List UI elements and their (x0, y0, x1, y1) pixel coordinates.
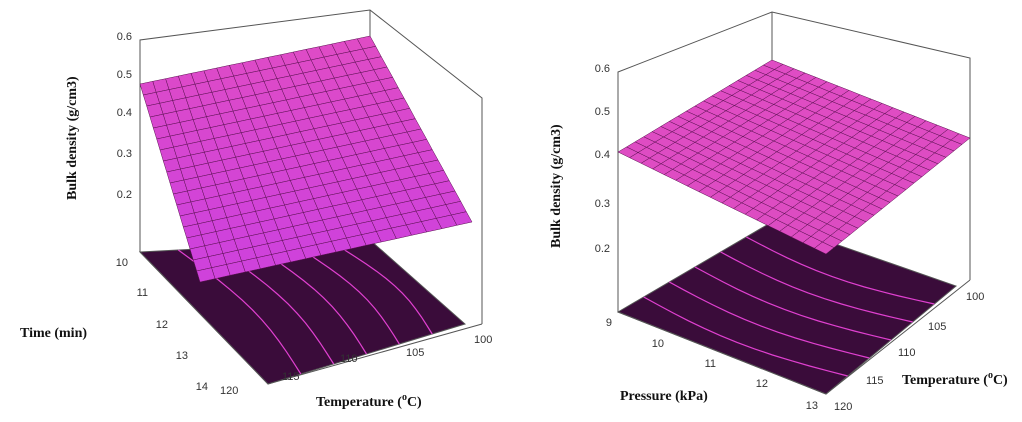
z-axis-label: Bulk density (g/cm3) (549, 124, 564, 248)
x-tick: 115 (866, 375, 884, 387)
z-tick: 0.4 (595, 149, 610, 161)
x-tick: 105 (406, 347, 424, 359)
y-tick: 13 (176, 350, 188, 362)
y-tick-labels: 9 10 11 12 13 (606, 317, 818, 412)
x-axis-label-prefix: Temperature ( (902, 373, 988, 388)
y-tick: 9 (606, 317, 612, 329)
x-tick: 120 (220, 385, 238, 397)
y-axis-label: Pressure (kPa) (620, 389, 708, 404)
x-tick: 100 (966, 291, 984, 303)
x-tick: 110 (340, 353, 358, 365)
y-tick-labels: 10 11 12 13 14 (116, 257, 208, 393)
contour-line (292, 243, 400, 345)
y-tick: 12 (156, 319, 168, 331)
floor-contour-plane (138, 239, 467, 385)
z-tick: 0.3 (595, 198, 610, 210)
x-axis-label-sup: o (988, 370, 993, 381)
surface-cell (451, 211, 473, 226)
response-surface (139, 35, 473, 283)
z-tick: 0.4 (117, 107, 132, 119)
box-floor-front (617, 279, 971, 395)
z-tick: 0.3 (117, 148, 132, 160)
contour-line (746, 236, 935, 305)
z-tick: 0.6 (117, 31, 132, 43)
surface-cell (950, 133, 971, 145)
z-tick-labels: 0.6 0.5 0.4 0.3 0.2 (595, 63, 610, 255)
contour-line (669, 281, 870, 359)
y-tick: 12 (756, 378, 768, 390)
contour-line (643, 296, 848, 377)
z-tick: 0.2 (595, 243, 610, 255)
x-tick-labels: 100 105 110 115 120 (834, 291, 984, 413)
z-axis-label: Bulk density (g/cm3) (65, 76, 80, 200)
y-tick: 11 (137, 287, 148, 299)
floor-contour-plane (616, 221, 958, 395)
x-axis-label-prefix: Temperature ( (316, 395, 402, 410)
z-tick: 0.5 (117, 69, 132, 81)
floor-contours (643, 236, 935, 377)
x-axis-label-suffix: C) (993, 373, 1008, 388)
response-surface (617, 59, 971, 255)
x-axis-label-suffix: C) (407, 395, 422, 410)
z-tick: 0.5 (595, 106, 610, 118)
y-tick: 11 (705, 358, 716, 370)
y-tick: 10 (116, 257, 128, 269)
x-axis-label: Temperature (oC) (316, 392, 422, 410)
y-tick: 13 (806, 400, 818, 412)
x-tick: 110 (898, 347, 916, 359)
y-tick: 14 (196, 381, 208, 393)
x-tick-labels: 100 105 110 115 120 (220, 334, 492, 397)
z-tick: 0.2 (117, 189, 132, 201)
contour-line (331, 241, 433, 335)
box-floor-front (139, 251, 483, 385)
x-tick: 115 (282, 371, 300, 383)
x-axis-label-sup: o (402, 392, 407, 403)
x-tick: 105 (928, 321, 946, 333)
z-tick-labels: 0.6 0.5 0.4 0.3 0.2 (117, 31, 132, 201)
contour-line (694, 266, 892, 341)
y-axis-label: Time (min) (20, 326, 87, 341)
x-tick: 100 (474, 334, 492, 346)
chart-left: 0.6 0.5 0.4 0.3 0.2 10 11 12 13 14 100 1… (20, 9, 492, 410)
y-tick: 10 (652, 338, 664, 350)
x-tick: 120 (834, 401, 852, 413)
z-tick: 0.6 (595, 63, 610, 75)
chart-right: 0.6 0.5 0.4 0.3 0.2 9 10 11 12 13 100 10… (549, 11, 1008, 413)
x-axis-label: Temperature (oC) (902, 370, 1008, 388)
contour-line (720, 251, 913, 323)
